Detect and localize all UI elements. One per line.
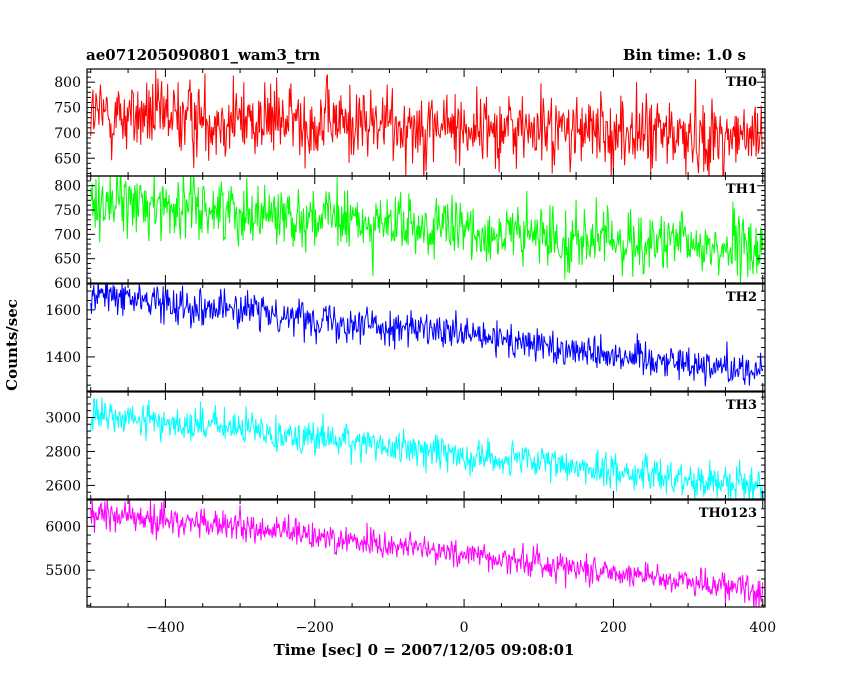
y-tick-label: 750 [54,101,81,117]
y-tick-label: 600 [54,276,81,292]
series-line-th3 [90,397,764,499]
series-line-th0123 [90,500,764,607]
panel-th2: 1400 1600 TH2 [45,283,766,392]
y-tick-label: 2600 [45,478,81,494]
panel-frame [86,499,766,608]
panel-label: TH0 [726,75,757,90]
panel-th0: 650 700 750 800 TH0 [54,68,766,177]
y-tick-label: 650 [54,252,81,268]
panel-label: TH3 [726,398,757,413]
x-axis-title: Time [sec] 0 = 2007/12/05 09:08:01 [274,641,575,659]
bin-time-label: Bin time: 1.0 s [623,46,746,64]
y-tick-label: 800 [54,179,81,195]
panel-frame [86,283,766,392]
panel-frame [86,391,766,500]
y-tick-label: 3000 [45,410,81,426]
y-tick-label: 6000 [45,519,81,535]
y-tick-label: 5500 [45,563,81,579]
panel-label: TH2 [726,290,757,305]
panel-label: TH1 [726,182,757,197]
chart-title: ae071205090801_wam3_trn [86,46,320,64]
y-tick-label: 1600 [45,303,81,319]
y-tick-label: 700 [54,126,81,142]
x-tick-label: 200 [600,620,627,636]
panel-th0123: 5500 6000 TH0123 [45,499,766,608]
panel-th3: 2600 2800 3000 TH3 [45,391,766,500]
x-tick-label: −200 [296,620,334,636]
series-line-th1 [90,176,764,283]
y-tick-label: 700 [54,227,81,243]
y-tick-label: 650 [54,151,81,167]
panel-th1: 600 650 700 750 800 TH1 [54,175,766,292]
series-line-th2 [90,284,764,387]
y-tick-label: 2800 [45,444,81,460]
x-axis-tick-labels: −400 −200 0 200 400 [146,620,776,636]
x-tick-label: 0 [460,620,469,636]
y-axis-title: Counts/sec [3,299,21,391]
y-tick-label: 800 [54,75,81,91]
y-tick-label: 750 [54,203,81,219]
x-tick-label: −400 [146,620,184,636]
x-tick-label: 400 [749,620,776,636]
panels-group: 650 700 750 800 TH0 600 650 700 750 800 TH1 1400 160… [45,68,766,608]
y-tick-label: 1400 [45,350,81,366]
panel-label: TH0123 [699,506,757,521]
